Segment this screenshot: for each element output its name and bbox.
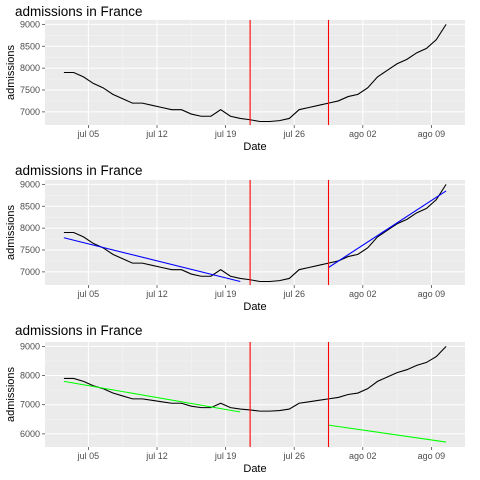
y-tick-label: 7500 (20, 85, 40, 95)
chart-panel-3: admissions in France 6000 7000 8000 9000 jul … (5, 323, 465, 475)
x-axis-label: Date (243, 141, 266, 153)
data-layer (63, 20, 447, 125)
data-layer (63, 342, 447, 447)
y-tick-label: 9000 (20, 179, 40, 189)
chart-panel-2: admissions in France 7000 7500 8000 8500 9000… (5, 163, 465, 313)
plot-background (45, 20, 465, 125)
x-axis-label: Date (243, 301, 266, 313)
y-axis-label: admissions (5, 44, 17, 100)
fit-line-2 (328, 424, 447, 443)
chart-title: admissions in France (15, 4, 143, 19)
fit-line-1 (63, 237, 241, 283)
series-line-admissions (63, 24, 447, 123)
x-tick-label: ago 09 (418, 129, 446, 139)
x-tick-label: ago 02 (349, 129, 377, 139)
plot-background (45, 180, 465, 285)
y-tick-label: 7000 (20, 107, 40, 117)
data-layer (63, 180, 447, 285)
x-tick-label: jul 12 (145, 289, 168, 299)
x-tick-label: ago 09 (418, 289, 446, 299)
x-tick-label: jul 05 (77, 289, 100, 299)
plot-background (45, 342, 465, 447)
y-tick-label: 7500 (20, 245, 40, 255)
x-tick-label: jul 26 (282, 451, 305, 461)
series-line-admissions (63, 345, 447, 412)
y-tick-label: 8000 (20, 223, 40, 233)
x-tick-label: jul 19 (214, 129, 237, 139)
y-tick-label: 8500 (20, 201, 40, 211)
x-tick-label: jul 26 (282, 129, 305, 139)
x-tick-label: jul 19 (214, 289, 237, 299)
y-tick-label: 7000 (20, 400, 40, 410)
x-tick-label: jul 12 (145, 129, 168, 139)
x-tick-label: jul 05 (77, 129, 100, 139)
x-axis-label: Date (243, 463, 266, 475)
y-tick-label: 8000 (20, 371, 40, 381)
chart-title: admissions in France (15, 323, 143, 338)
x-tick-label: ago 09 (418, 451, 446, 461)
x-tick-label: jul 12 (145, 451, 168, 461)
y-tick-label: 7000 (20, 267, 40, 277)
chart-panel-1: admissions in France 7000 7500 8000 8500 9000… (5, 4, 465, 153)
x-tick-label: jul 05 (77, 451, 100, 461)
fit-line-2 (328, 190, 447, 268)
series-line-admissions (63, 184, 447, 283)
y-axis-label: admissions (5, 204, 17, 260)
y-tick-label: 9000 (20, 19, 40, 29)
y-tick-label: 8000 (20, 63, 40, 73)
y-tick-label: 6000 (20, 429, 40, 439)
fit-line-1 (63, 380, 241, 413)
y-axis-label: admissions (5, 366, 17, 422)
x-tick-label: jul 19 (214, 451, 237, 461)
x-tick-label: ago 02 (349, 289, 377, 299)
y-tick-label: 9000 (20, 341, 40, 351)
y-tick-label: 8500 (20, 41, 40, 51)
x-tick-label: ago 02 (349, 451, 377, 461)
x-tick-label: jul 26 (282, 289, 305, 299)
chart-title: admissions in France (15, 163, 143, 178)
